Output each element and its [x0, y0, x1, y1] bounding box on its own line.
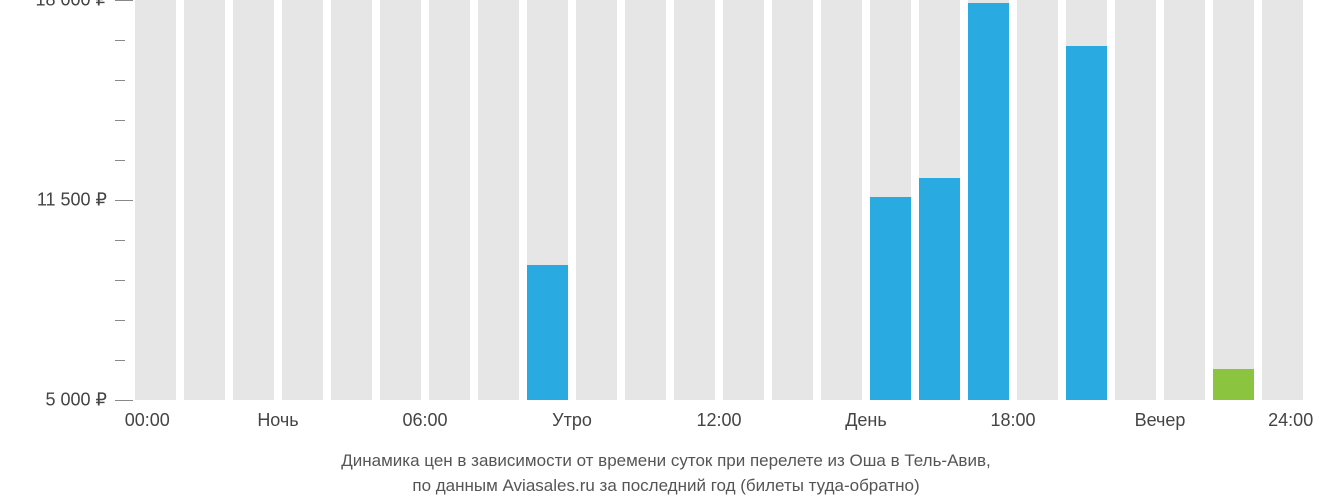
y-tick-minor [115, 240, 125, 241]
price-by-hour-chart: 18 000 ₽ 11 500 ₽ 5 000 ₽ 00:00 Ночь 06:00 Ут… [0, 0, 1332, 502]
hour-bar [1115, 0, 1156, 400]
bar-background [135, 0, 176, 400]
y-tick-minor [115, 40, 125, 41]
bar-background [1164, 0, 1205, 400]
x-axis-label: День [845, 410, 887, 431]
y-tick-minor [115, 80, 125, 81]
bar-fill [919, 178, 960, 400]
x-axis-label: Ночь [257, 410, 298, 431]
hour-bar [1066, 0, 1107, 400]
bar-background [576, 0, 617, 400]
y-tick-minor [115, 320, 125, 321]
bar-background [282, 0, 323, 400]
hour-bar [723, 0, 764, 400]
bar-background [184, 0, 225, 400]
bar-fill-cheapest [1213, 369, 1254, 400]
hour-bar [1017, 0, 1058, 400]
bar-background [331, 0, 372, 400]
x-axis-label: 06:00 [402, 410, 447, 431]
bar-background [380, 0, 421, 400]
hour-bar [282, 0, 323, 400]
y-tick-minor [115, 160, 125, 161]
x-axis-label: Вечер [1135, 410, 1186, 431]
bar-background [478, 0, 519, 400]
hour-bar [576, 0, 617, 400]
y-tick-minor [115, 360, 125, 361]
bar-background [1017, 0, 1058, 400]
hour-bar [1213, 0, 1254, 400]
hour-bar [331, 0, 372, 400]
x-axis-label: Утро [552, 410, 592, 431]
hour-bar [968, 0, 1009, 400]
bar-background [1262, 0, 1303, 400]
chart-caption-line1: Динамика цен в зависимости от времени су… [0, 448, 1332, 474]
hour-bar [821, 0, 862, 400]
x-axis-label: 18:00 [990, 410, 1035, 431]
x-axis-label: 24:00 [1268, 410, 1313, 431]
y-axis-label: 5 000 ₽ [46, 390, 108, 411]
chart-plot-area [135, 0, 1303, 400]
y-axis-label: 11 500 ₽ [37, 190, 107, 211]
bar-fill [968, 3, 1009, 400]
bar-background [625, 0, 666, 400]
bar-fill [527, 265, 568, 400]
y-tick-major [115, 400, 133, 401]
hour-bar [1164, 0, 1205, 400]
bar-fill [870, 197, 911, 400]
y-tick-major [115, 200, 133, 201]
x-axis-label: 00:00 [125, 410, 170, 431]
bar-background [429, 0, 470, 400]
y-tick-minor [115, 120, 125, 121]
hour-bar [478, 0, 519, 400]
y-tick-major [115, 0, 133, 1]
hour-bar [772, 0, 813, 400]
bar-background [233, 0, 274, 400]
hour-bar [1262, 0, 1303, 400]
y-tick-minor [115, 280, 125, 281]
hour-bar [625, 0, 666, 400]
hour-bar [380, 0, 421, 400]
bar-background [821, 0, 862, 400]
x-axis-label: 12:00 [696, 410, 741, 431]
bar-background [1115, 0, 1156, 400]
hour-bar [527, 0, 568, 400]
bar-background [1213, 0, 1254, 400]
chart-caption-line2: по данным Aviasales.ru за последний год … [0, 473, 1332, 499]
hour-bar [429, 0, 470, 400]
bar-fill [1066, 46, 1107, 400]
hour-bar [870, 0, 911, 400]
y-axis-label: 18 000 ₽ [35, 0, 107, 11]
hour-bar [233, 0, 274, 400]
y-axis: 18 000 ₽11 500 ₽5 000 ₽ [0, 0, 115, 400]
hour-bar [919, 0, 960, 400]
hour-bar [184, 0, 225, 400]
hour-bar [135, 0, 176, 400]
bar-background [772, 0, 813, 400]
hour-bar [674, 0, 715, 400]
bar-background [723, 0, 764, 400]
bar-background [674, 0, 715, 400]
